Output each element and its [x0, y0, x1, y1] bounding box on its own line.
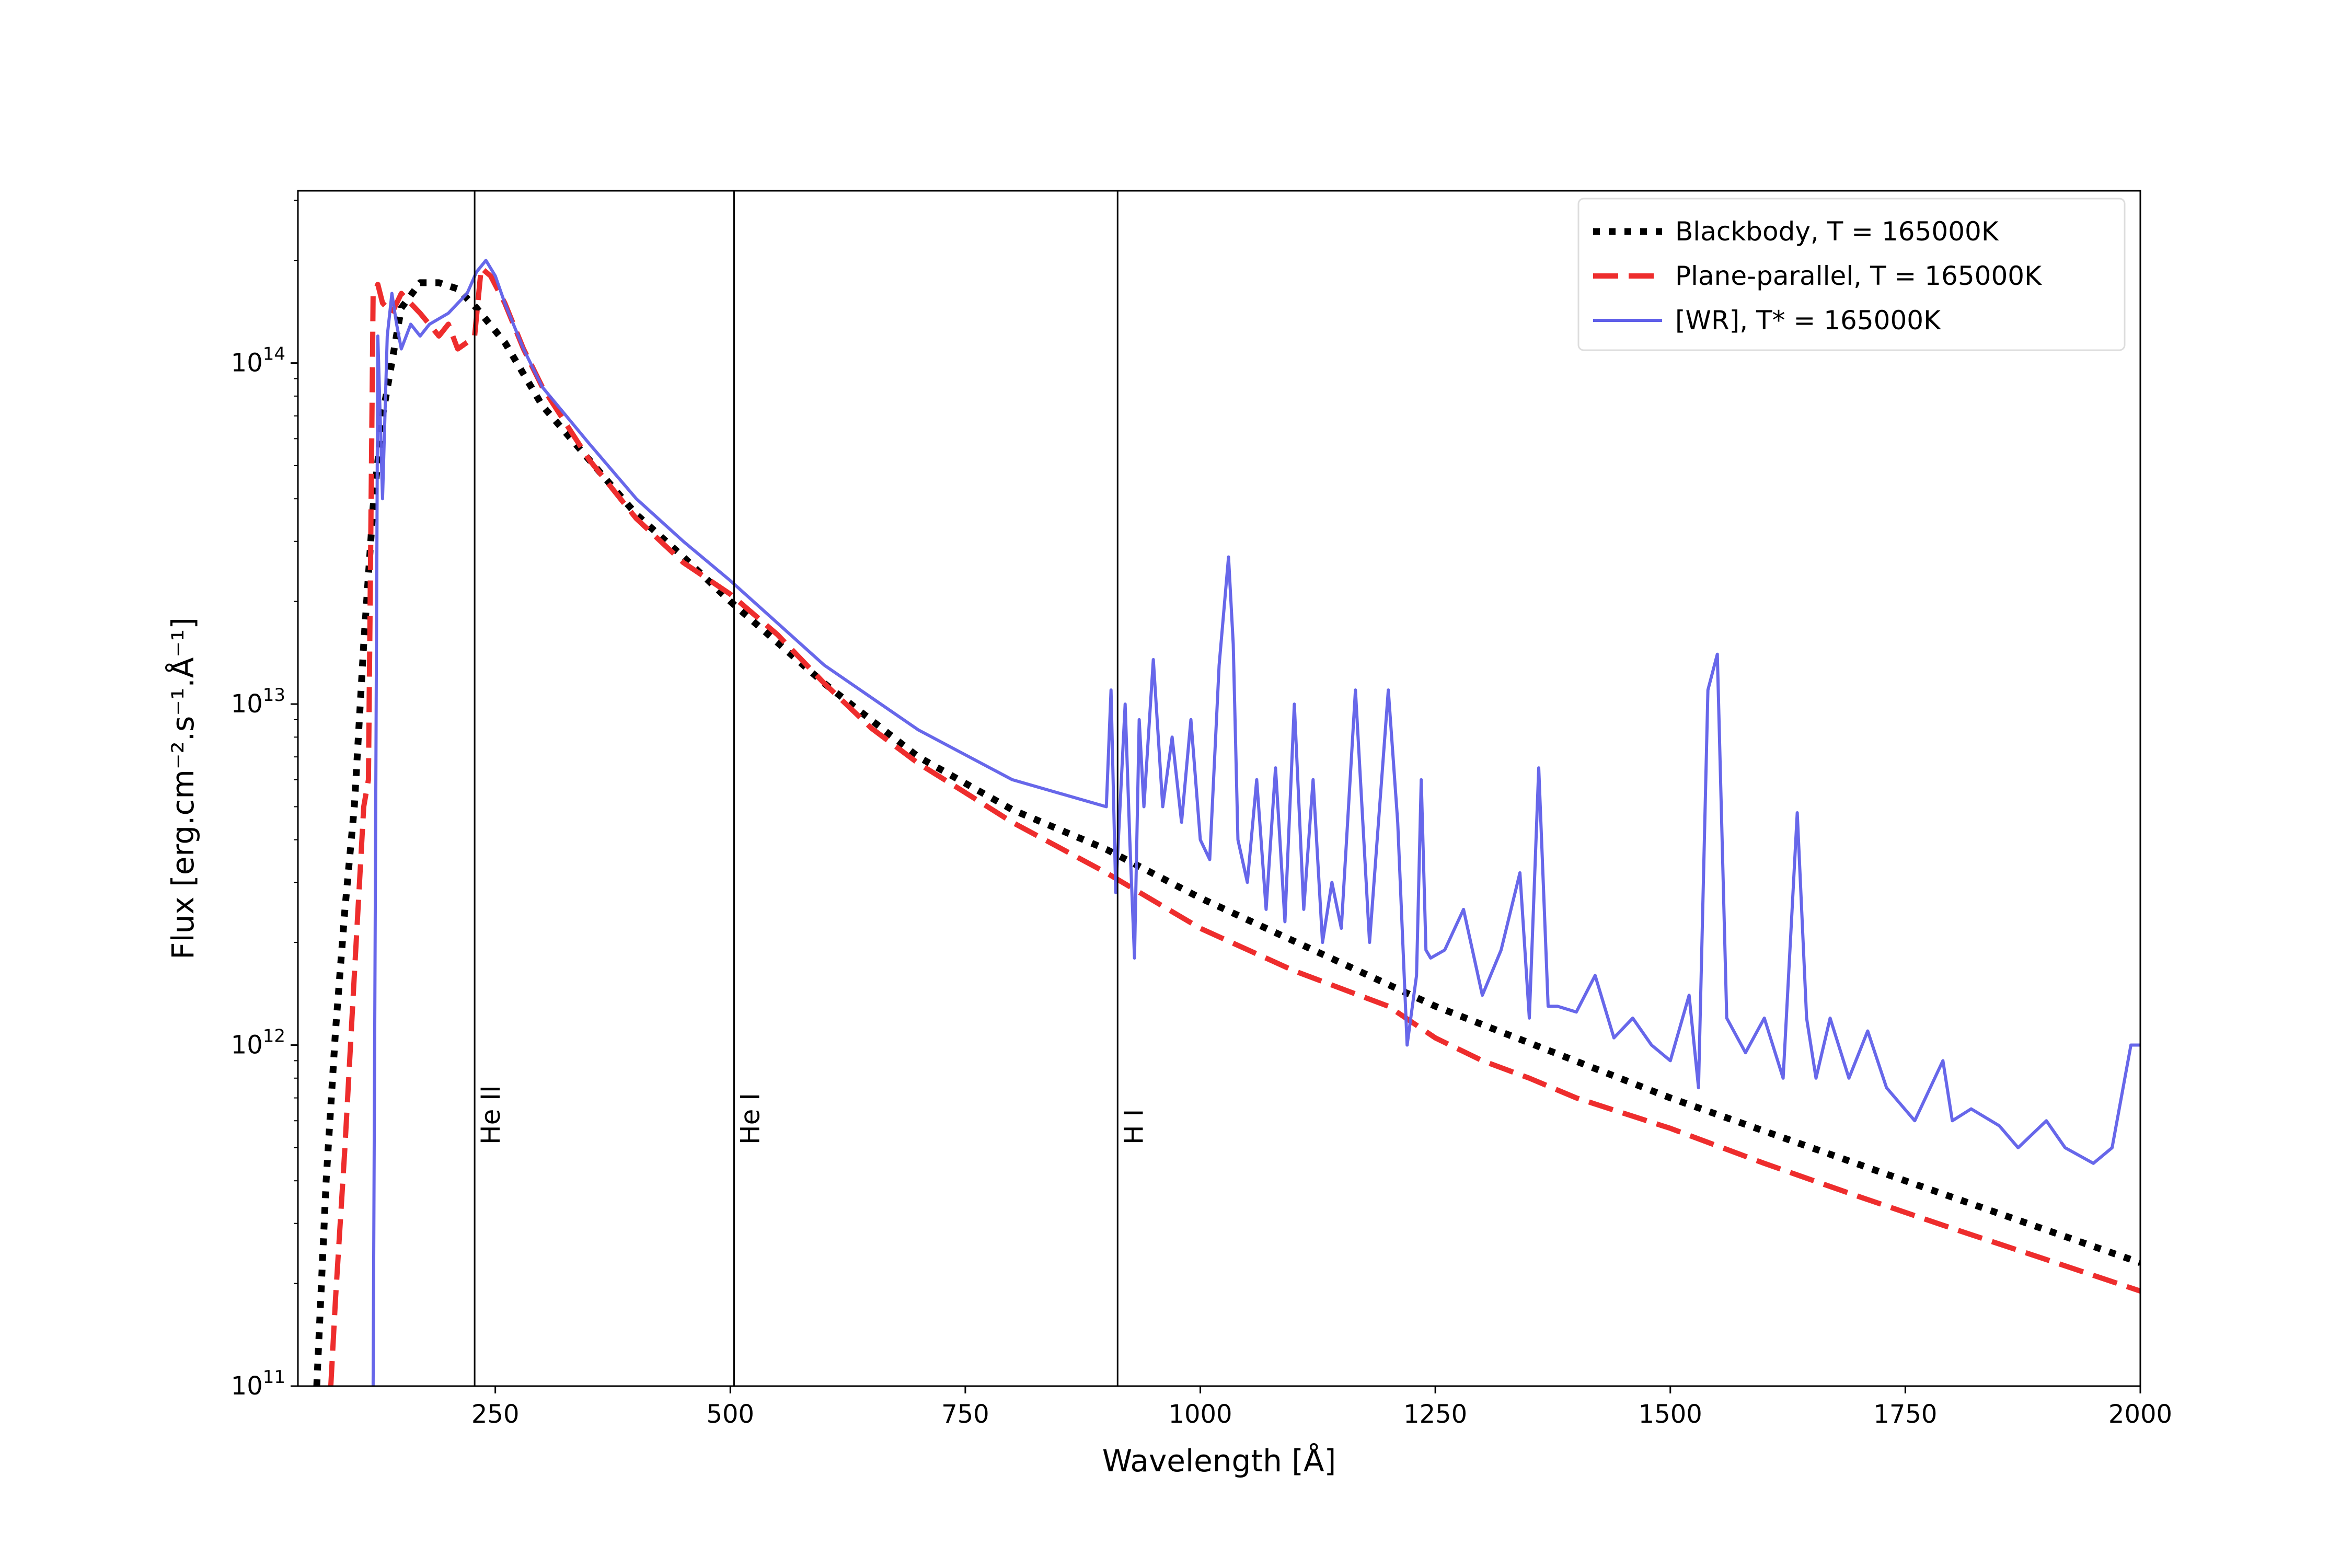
y-tick-label: 1011	[231, 1367, 285, 1401]
x-tick-label: 250	[471, 1400, 520, 1429]
y-tick-label: 1014	[231, 344, 285, 378]
series-line-1	[313, 279, 2140, 1386]
x-tick-label: 2000	[2108, 1400, 2172, 1429]
legend-box	[1577, 198, 2126, 351]
vline-label: He II	[476, 1085, 506, 1145]
series-line-2	[328, 265, 2140, 1386]
x-tick-label: 1750	[1873, 1400, 1937, 1429]
legend-label-1: Blackbody, T = 165000K	[1675, 216, 1999, 247]
y-tick-label: 1013	[231, 685, 285, 719]
x-tick-label: 1500	[1639, 1400, 1702, 1429]
legend-label-2: Plane-parallel, T = 165000K	[1675, 261, 2042, 291]
series-line-3	[371, 259, 2140, 1386]
vertical-lines: He II He I H I	[474, 191, 1149, 1386]
vline-label: H I	[1119, 1109, 1149, 1145]
axes: 250 500 750 1000 1250 1500 1750 2000 1011 1012 101…	[165, 190, 2172, 1479]
x-tick-label: 1000	[1168, 1400, 1232, 1429]
x-tick-label: 1250	[1403, 1400, 1467, 1429]
x-tick-label: 750	[941, 1400, 989, 1429]
y-axis-title: Flux [erg.cm⁻².s⁻¹.Å⁻¹]	[165, 617, 201, 960]
plot-area	[313, 259, 2140, 1386]
vline-label: He I	[735, 1093, 765, 1145]
x-axis-title: Wavelength [Å]	[1102, 1443, 1336, 1479]
legend: Blackbody, T = 165000K Plane-parallel, T …	[1577, 198, 2126, 351]
x-tick-label: 500	[706, 1400, 754, 1429]
legend-label-3: [WR], T* = 165000K	[1675, 305, 1941, 336]
plot-frame	[297, 190, 2141, 1387]
y-tick-label: 1012	[231, 1026, 285, 1060]
